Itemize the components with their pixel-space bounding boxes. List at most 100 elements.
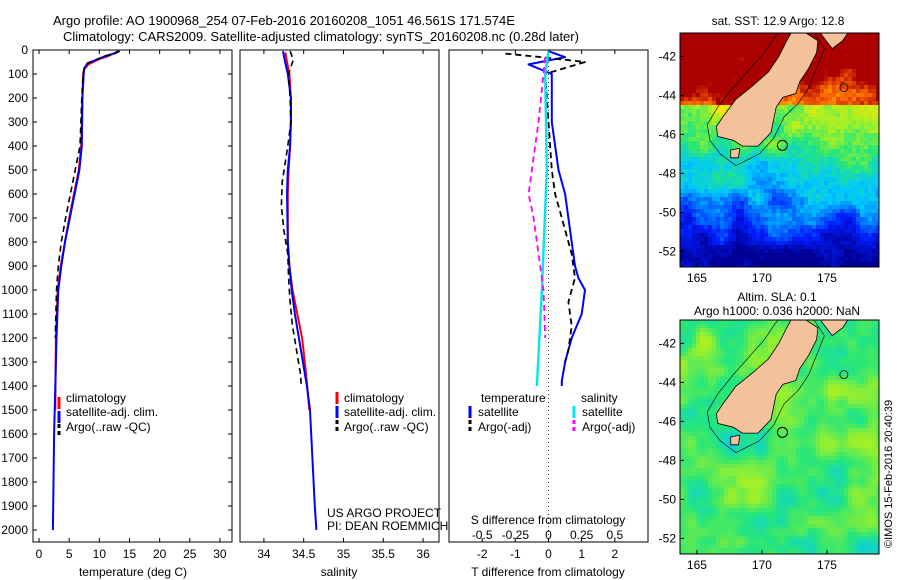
heatmap-cell	[864, 73, 869, 78]
heatmap-cell	[804, 73, 809, 78]
heatmap-cell	[864, 424, 869, 429]
heatmap-cell	[800, 137, 805, 142]
heatmap-cell	[688, 384, 693, 389]
heatmap-cell	[760, 57, 765, 62]
heatmap-cell	[728, 193, 733, 198]
heatmap-cell	[824, 213, 829, 218]
heatmap-cell	[688, 125, 693, 130]
heatmap-cell	[848, 41, 853, 46]
heatmap-cell	[720, 97, 725, 102]
heatmap-cell	[816, 249, 821, 254]
heatmap-cell	[776, 261, 781, 266]
heatmap-cell	[816, 177, 821, 182]
heatmap-cell	[792, 133, 797, 138]
heatmap-cell	[836, 197, 841, 202]
heatmap-cell	[732, 328, 737, 333]
heatmap-cell	[804, 428, 809, 433]
heatmap-cell	[712, 257, 717, 262]
heatmap-cell	[704, 41, 709, 46]
heatmap-cell	[680, 33, 685, 38]
heatmap-cell	[836, 149, 841, 154]
heatmap-cell	[828, 141, 833, 146]
heatmap-cell	[680, 201, 685, 206]
heatmap-cell	[860, 388, 865, 393]
heatmap-cell	[748, 45, 753, 50]
heatmap-cell	[848, 65, 853, 70]
heatmap-cell	[756, 33, 761, 38]
heatmap-cell	[876, 161, 879, 166]
heatmap-cell	[792, 452, 797, 457]
heatmap-cell	[820, 117, 825, 122]
heatmap-cell	[756, 49, 761, 54]
heatmap-cell	[876, 137, 879, 142]
heatmap-cell	[816, 53, 821, 58]
heatmap-cell	[736, 448, 741, 453]
heatmap-cell	[768, 145, 773, 150]
heatmap-cell	[808, 388, 813, 393]
heatmap-cell	[724, 201, 729, 206]
heatmap-cell	[856, 320, 861, 325]
heatmap-cell	[864, 93, 869, 98]
heatmap-cell	[868, 424, 873, 429]
heatmap-cell	[748, 245, 753, 250]
heatmap-cell	[708, 133, 713, 138]
heatmap-cell	[740, 165, 745, 170]
heatmap-cell	[808, 109, 813, 114]
heatmap-cell	[744, 49, 749, 54]
heatmap-cell	[812, 388, 817, 393]
heatmap-cell	[700, 344, 705, 349]
heatmap-cell	[716, 57, 721, 62]
heatmap-cell	[712, 241, 717, 246]
heatmap-cell	[716, 388, 721, 393]
heatmap-cell	[860, 452, 865, 457]
heatmap-cell	[684, 221, 689, 226]
heatmap-cell	[700, 89, 705, 94]
heatmap-cell	[744, 328, 749, 333]
heatmap-cell	[712, 253, 717, 258]
heatmap-cell	[816, 89, 821, 94]
heatmap-cell	[792, 217, 797, 222]
heatmap-cell	[816, 332, 821, 337]
heatmap-cell	[752, 65, 757, 70]
heatmap-cell	[752, 153, 757, 158]
heatmap-cell	[684, 336, 689, 341]
heatmap-cell	[756, 352, 761, 357]
heatmap-cell	[848, 229, 853, 234]
heatmap-cell	[868, 81, 873, 86]
heatmap-cell	[796, 436, 801, 441]
heatmap-cell	[716, 241, 721, 246]
heatmap-cell	[692, 213, 697, 218]
heatmap-cell	[708, 33, 713, 38]
heatmap-cell	[764, 145, 769, 150]
heatmap-cell	[708, 37, 713, 42]
heatmap-cell	[876, 33, 879, 38]
heatmap-cell	[764, 237, 769, 242]
heatmap-cell	[832, 408, 837, 413]
heatmap-cell	[744, 209, 749, 214]
heatmap-cell	[800, 153, 805, 158]
heatmap-cell	[724, 105, 729, 110]
heatmap-cell	[684, 237, 689, 242]
heatmap-cell	[872, 93, 877, 98]
heatmap-cell	[704, 93, 709, 98]
heatmap-cell	[824, 61, 829, 66]
heatmap-cell	[868, 177, 873, 182]
heatmap-cell	[780, 129, 785, 134]
heatmap-cell	[860, 137, 865, 142]
heatmap-cell	[728, 165, 733, 170]
heatmap-cell	[840, 372, 845, 377]
heatmap-cell	[732, 185, 737, 190]
heatmap-cell	[736, 340, 741, 345]
heatmap-cell	[760, 257, 765, 262]
heatmap-cell	[856, 33, 861, 38]
heatmap-cell	[680, 400, 685, 405]
heatmap-cell	[856, 253, 861, 258]
heatmap-cell	[848, 265, 853, 267]
heatmap-cell	[716, 340, 721, 345]
heatmap-cell	[696, 153, 701, 158]
heatmap-cell	[748, 49, 753, 54]
heatmap-cell	[772, 185, 777, 190]
heatmap-cell	[776, 169, 781, 174]
heatmap-cell	[864, 352, 869, 357]
